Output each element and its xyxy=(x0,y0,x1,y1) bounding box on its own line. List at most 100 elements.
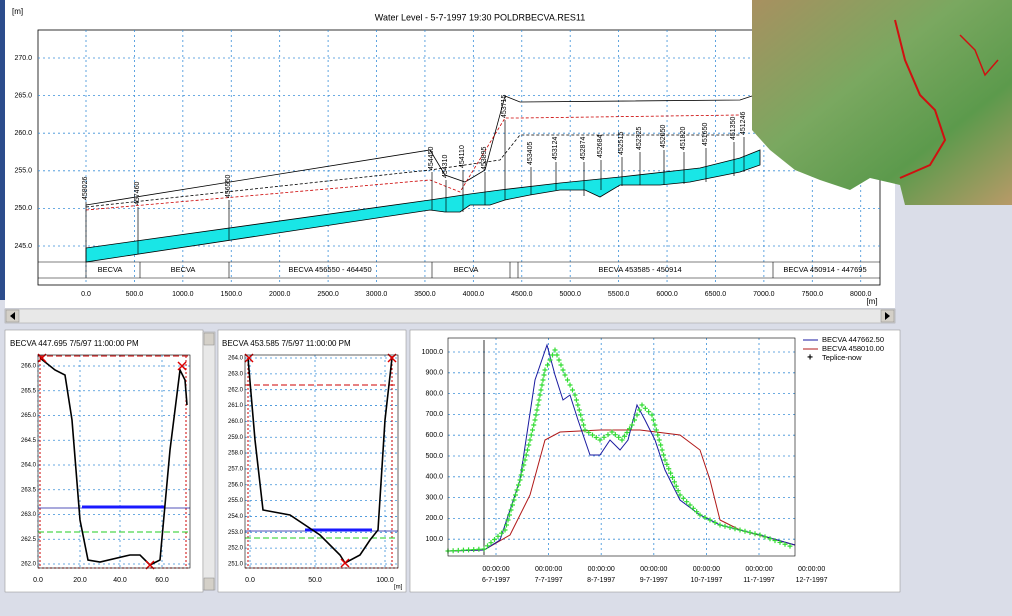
chainage-label: 451650 xyxy=(702,123,709,146)
x-tick-label: 0.0 xyxy=(245,577,255,584)
y-tick-label: 262.0 xyxy=(21,562,37,568)
v-scrollbar[interactable] xyxy=(203,332,215,590)
y-tick-label: 270.0 xyxy=(14,55,32,62)
y-tick-label: 260.0 xyxy=(14,130,32,137)
chainage-label: 453124 xyxy=(552,137,559,160)
x-tick-date: 10-7-1997 xyxy=(690,577,722,584)
x-tick-label: 4000.0 xyxy=(463,291,485,298)
y-tick-label: 256.0 xyxy=(228,482,244,488)
chainage-label: 453895 xyxy=(481,147,488,170)
x-tick-label: 1500.0 xyxy=(221,291,243,298)
section-title: BECVA 453.585 7/5/97 11:00:00 PM xyxy=(222,339,351,348)
chainage-label: 452325 xyxy=(636,127,643,150)
x-tick-label: 2000.0 xyxy=(269,291,291,298)
screenshot: 458026 457460 456550 454450 454310 454110 4538… xyxy=(0,0,1012,616)
x-tick-time: 00:00:00 xyxy=(745,566,772,573)
x-tick-label: 1000.0 xyxy=(172,291,194,298)
x-tick-time: 00:00:00 xyxy=(640,566,667,573)
branch-label: BECVA xyxy=(171,265,196,274)
y-tick-label: 252.0 xyxy=(228,546,244,552)
y-tick-label: 250.0 xyxy=(14,205,32,212)
branch-label: BECVA xyxy=(454,265,479,274)
legend-label: BECVA 447662.50 xyxy=(822,335,884,344)
y-tick-label: 700.0 xyxy=(425,411,443,418)
y-tick-label: 300.0 xyxy=(425,494,443,501)
h-scrollbar[interactable] xyxy=(5,309,895,323)
y-tick-label: 260.0 xyxy=(228,419,244,425)
x-tick-label: 60.0 xyxy=(155,577,169,584)
legend-label: Teplice-now xyxy=(822,353,862,362)
branch-label: BECVA 450914 - 447695 xyxy=(783,265,866,274)
y-tick-label: 258.0 xyxy=(228,451,244,457)
chainage-label: 452684 xyxy=(597,135,604,158)
y-tick-label: 255.0 xyxy=(14,168,32,175)
x-tick-label: 6000.0 xyxy=(656,291,678,298)
y-tick-label: 265.0 xyxy=(21,413,37,419)
x-tick-time: 00:00:00 xyxy=(693,566,720,573)
y-tick-label: 265.5 xyxy=(21,388,37,394)
profile-title: Water Level - 5-7-1997 19:30 POLDRBECVA.… xyxy=(375,12,585,22)
y-tick-label: 265.0 xyxy=(14,92,32,99)
x-tick-label: 7500.0 xyxy=(802,291,824,298)
x-tick-label: 4500.0 xyxy=(511,291,533,298)
legend-label: BECVA 458010.00 xyxy=(822,344,884,353)
chainage-label: 456550 xyxy=(225,175,232,198)
y-tick-label: 900.0 xyxy=(425,370,443,377)
y-tick-label: 255.0 xyxy=(228,498,244,504)
y-tick-label: 500.0 xyxy=(425,453,443,460)
x-tick-label: 3500.0 xyxy=(414,291,436,298)
y-tick-label: 259.0 xyxy=(228,435,244,441)
y-tick-label: 254.0 xyxy=(228,514,244,520)
branch-label: BECVA 456550 - 464450 xyxy=(288,265,371,274)
x-tick-time: 00:00:00 xyxy=(588,566,615,573)
y-unit: [m] xyxy=(12,7,23,16)
x-tick-label: 500.0 xyxy=(126,291,144,298)
page: {"top_chart": { "unit_label": "[m]", "ti… xyxy=(0,0,1012,616)
x-tick-label: 5000.0 xyxy=(559,291,581,298)
chainage-label: 457460 xyxy=(134,182,141,205)
branch-label: BECVA 453585 - 450914 xyxy=(598,265,681,274)
x-tick-time: 00:00:00 xyxy=(535,566,562,573)
chainage-label: 452874 xyxy=(580,137,587,160)
y-tick-label: 262.5 xyxy=(21,537,37,543)
y-tick-label: 263.0 xyxy=(228,371,244,377)
y-tick-label: 400.0 xyxy=(425,474,443,481)
x-unit: [m] xyxy=(394,585,403,591)
x-tick-label: 0.0 xyxy=(33,577,43,584)
x-tick-date: 12-7-1997 xyxy=(796,577,828,584)
x-tick-label: 8000.0 xyxy=(850,291,872,298)
x-tick-date: 11-7-1997 xyxy=(743,577,775,584)
chainage-label: 454450 xyxy=(428,147,435,170)
x-tick-time: 00:00:00 xyxy=(798,566,825,573)
chainage-label: 452515 xyxy=(618,132,625,155)
chainage-label: 454310 xyxy=(442,155,449,178)
timeseries-panel xyxy=(410,330,900,592)
y-tick-label: 263.0 xyxy=(21,512,37,518)
x-tick-label: 0.0 xyxy=(81,291,91,298)
y-tick-label: 262.0 xyxy=(228,387,244,393)
x-tick-date: 8-7-1997 xyxy=(587,577,615,584)
x-tick-label: 5500.0 xyxy=(608,291,630,298)
x-tick-label: 100.0 xyxy=(376,577,394,584)
y-tick-label: 253.0 xyxy=(228,530,244,536)
chainage-label: 453405 xyxy=(527,142,534,165)
scroll-down[interactable] xyxy=(204,578,214,590)
chainage-label: 458026 xyxy=(82,177,89,200)
x-tick-label: 6500.0 xyxy=(705,291,727,298)
x-tick-label: 3000.0 xyxy=(366,291,388,298)
x-tick-time: 00:00:00 xyxy=(482,566,509,573)
scroll-up[interactable] xyxy=(204,333,214,345)
x-unit: [m] xyxy=(866,297,877,306)
chainage-label: 452050 xyxy=(660,125,667,148)
legend-swatch: + xyxy=(807,353,813,364)
y-tick-label: 264.0 xyxy=(21,463,37,469)
x-tick-date: 6-7-1997 xyxy=(482,577,510,584)
chainage-label: 451246 xyxy=(740,112,747,135)
y-tick-label: 600.0 xyxy=(425,432,443,439)
y-tick-label: 245.0 xyxy=(14,243,32,250)
chainage-label: 454110 xyxy=(459,145,466,168)
y-tick-label: 264.5 xyxy=(21,438,37,444)
branch-label: BECVA xyxy=(98,265,123,274)
x-tick-date: 7-7-1997 xyxy=(535,577,563,584)
chainage-label: 451350 xyxy=(730,117,737,140)
